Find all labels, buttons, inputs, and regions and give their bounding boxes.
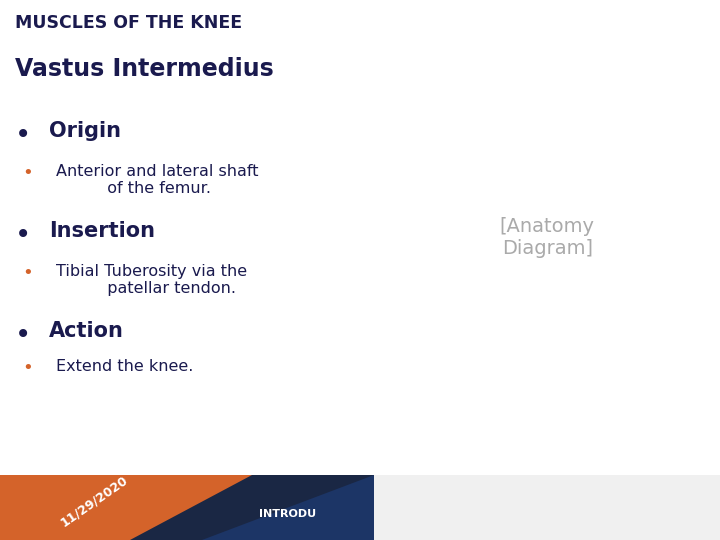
Text: Anterior and lateral shaft
          of the femur.: Anterior and lateral shaft of the femur. <box>56 164 258 197</box>
Polygon shape <box>130 475 374 540</box>
Text: •: • <box>22 264 33 282</box>
Text: •: • <box>15 221 31 249</box>
Polygon shape <box>202 475 374 540</box>
Text: INTRODU: INTRODU <box>259 509 316 519</box>
Text: MUSCLES OF THE KNEE: MUSCLES OF THE KNEE <box>15 14 242 32</box>
Text: [Anatomy
Diagram]: [Anatomy Diagram] <box>500 217 595 258</box>
FancyBboxPatch shape <box>0 475 374 540</box>
Text: •: • <box>22 359 33 377</box>
FancyBboxPatch shape <box>374 475 720 540</box>
Text: Origin: Origin <box>49 121 121 141</box>
Text: Vastus Intermedius: Vastus Intermedius <box>15 57 274 81</box>
Text: Tibial Tuberosity via the
          patellar tendon.: Tibial Tuberosity via the patellar tendo… <box>56 264 247 296</box>
Text: •: • <box>22 164 33 182</box>
Text: •: • <box>15 121 31 149</box>
Text: 11/29/2020: 11/29/2020 <box>58 473 130 529</box>
Text: Action: Action <box>49 321 124 341</box>
Text: Insertion: Insertion <box>49 221 155 241</box>
Text: Extend the knee.: Extend the knee. <box>56 359 194 374</box>
Text: •: • <box>15 321 31 349</box>
